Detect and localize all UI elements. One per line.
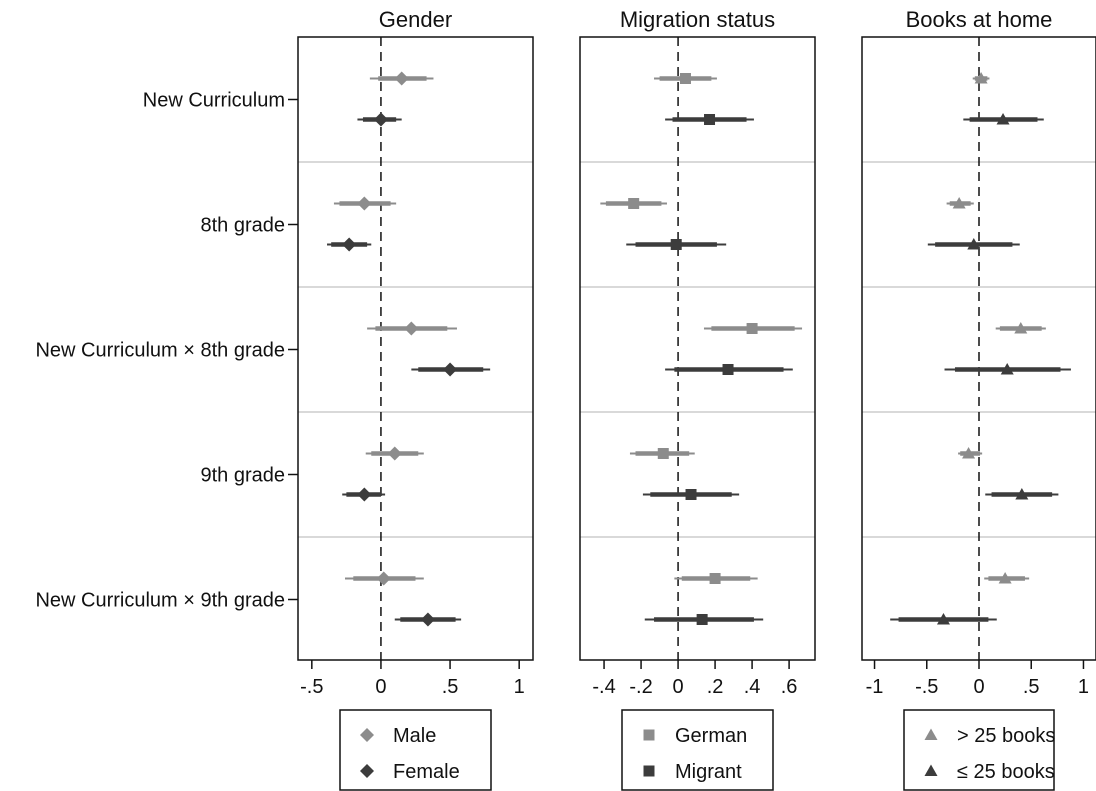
x-tick-label: .2	[707, 676, 724, 698]
legend: German Migrant	[621, 709, 774, 791]
series-25-books	[890, 113, 1071, 625]
panel-migration-status: Migration status -.4 -.2 0 .2 .4 .6 German Migra…	[579, 7, 816, 791]
legend-box	[339, 709, 492, 791]
point-estimate	[670, 239, 682, 250]
point-estimate	[342, 237, 357, 252]
point-estimate	[1014, 322, 1028, 334]
legend-marker	[924, 728, 938, 740]
panel-title: Gender	[379, 7, 452, 32]
x-tick-label: 0	[673, 676, 684, 698]
legend-marker	[360, 764, 374, 778]
panel-gender: Gender -.5 0 .5 1 Male Female	[297, 7, 534, 791]
panel-frame	[297, 36, 534, 661]
legend-marker	[360, 728, 374, 742]
x-tick-label: .6	[781, 676, 798, 698]
series-german	[600, 73, 803, 584]
row-label-1: New Curriculum	[143, 90, 285, 112]
x-tick-label: -.2	[629, 676, 652, 698]
x-tick-label: 1	[1078, 676, 1089, 698]
x-tick-label: -.5	[300, 676, 323, 698]
x-tick-label: -1	[866, 676, 884, 698]
point-estimate	[387, 446, 402, 461]
point-estimate	[628, 198, 640, 209]
point-estimate	[394, 71, 409, 86]
point-estimate	[709, 573, 721, 584]
point-estimate	[746, 323, 758, 334]
x-tick-label: 1	[514, 676, 525, 698]
row-label-5: New Curriculum × 9th grade	[35, 590, 285, 612]
point-estimate	[704, 114, 716, 125]
legend-label: Migrant	[675, 761, 742, 783]
legend-marker	[643, 729, 655, 741]
point-estimate	[722, 364, 734, 375]
point-estimate	[357, 196, 372, 211]
row-label-4: 9th grade	[200, 465, 285, 487]
x-tick-label: .5	[442, 676, 459, 698]
point-estimate	[1000, 363, 1014, 375]
panel-frame	[579, 36, 816, 661]
point-estimate	[376, 571, 391, 586]
point-estimate	[962, 447, 976, 459]
row-label-2: 8th grade	[200, 215, 285, 237]
legend-box	[903, 709, 1055, 791]
legend-box	[621, 709, 774, 791]
point-estimate	[657, 448, 669, 459]
point-estimate	[443, 362, 458, 377]
point-estimate	[373, 112, 388, 127]
legend-marker	[924, 764, 938, 776]
panel-title: Migration status	[620, 7, 775, 32]
point-estimate	[1015, 488, 1029, 500]
point-estimate	[996, 113, 1010, 125]
panel-books-at-home: Books at home -1 -.5 0 .5 1 > 25 books ≤ 25 boo…	[861, 7, 1096, 791]
legend-label: Male	[393, 725, 436, 747]
point-estimate	[404, 321, 419, 336]
point-estimate	[967, 238, 981, 250]
panel-title: Books at home	[906, 7, 1053, 32]
x-tick-label: .4	[744, 676, 761, 698]
point-estimate	[420, 612, 435, 627]
legend: > 25 books ≤ 25 books	[903, 709, 1055, 791]
x-tick-label: 0	[973, 676, 984, 698]
point-estimate	[998, 572, 1012, 584]
legend: Male Female	[339, 709, 492, 791]
point-estimate	[936, 613, 950, 625]
x-tick-label: 0	[375, 676, 386, 698]
x-tick-label: -.4	[592, 676, 615, 698]
legend-marker	[643, 765, 655, 777]
point-estimate	[679, 73, 691, 84]
x-tick-label: .5	[1023, 676, 1040, 698]
series-migrant	[626, 114, 793, 625]
series-25-books	[946, 72, 1046, 584]
series-male	[333, 71, 457, 586]
series-female	[327, 112, 491, 627]
legend-label: ≤ 25 books	[957, 761, 1055, 783]
x-tick-label: -.5	[915, 676, 938, 698]
point-estimate	[974, 72, 988, 84]
legend-label: German	[675, 725, 747, 747]
legend-label: Female	[393, 761, 460, 783]
point-estimate	[952, 197, 966, 209]
legend-label: > 25 books	[957, 725, 1055, 747]
point-estimate	[685, 489, 697, 500]
row-label-3: New Curriculum × 8th grade	[35, 340, 285, 362]
point-estimate	[696, 614, 708, 625]
point-estimate	[357, 487, 372, 502]
